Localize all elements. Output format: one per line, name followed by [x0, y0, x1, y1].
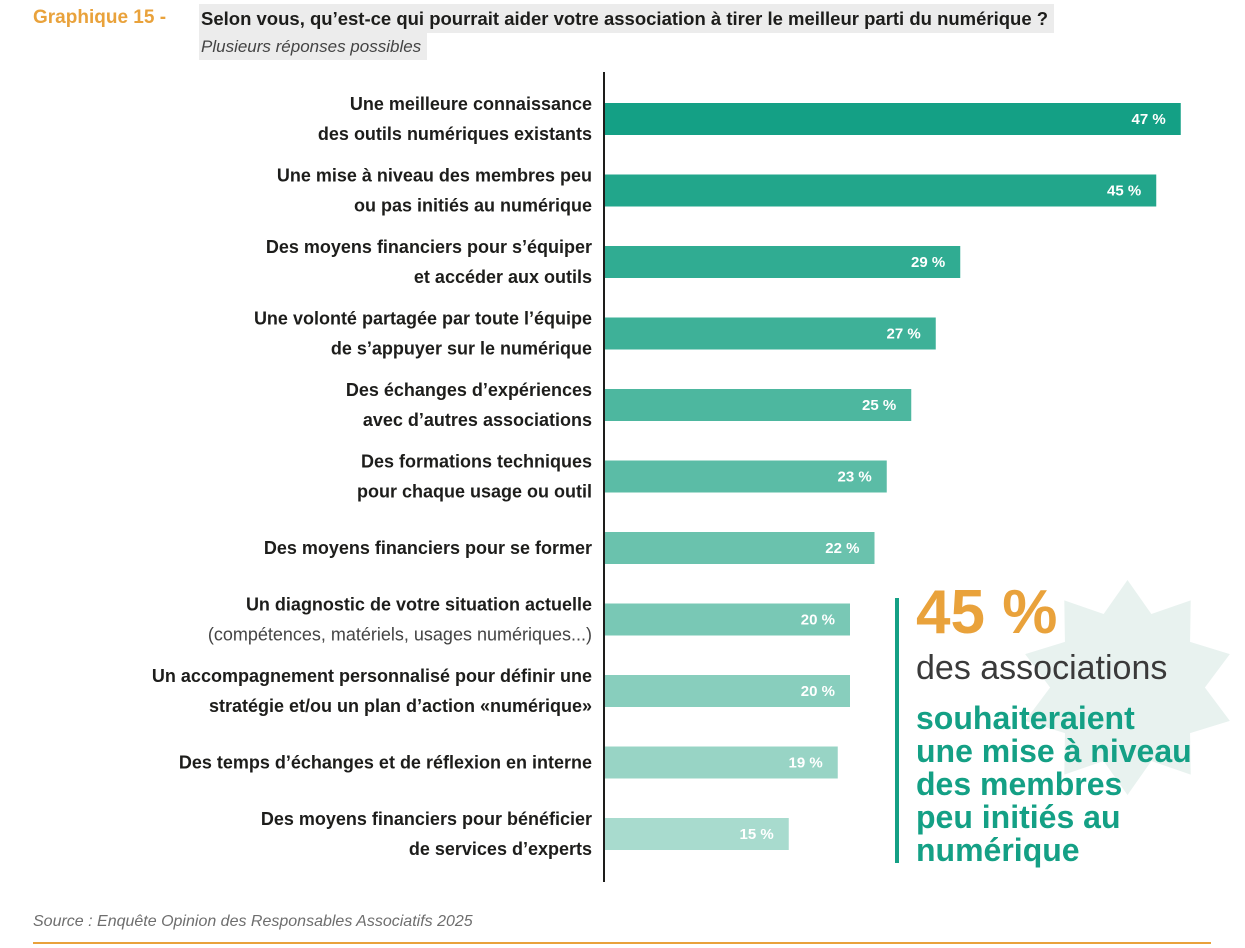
bar-6	[605, 460, 887, 493]
category-label: Des temps d’échanges et de réflexion en …	[179, 753, 592, 773]
category-label: Une volonté partagée par toute l’équipe	[254, 309, 592, 329]
category-label: Des moyens financiers pour s’équiper	[266, 237, 592, 257]
chart-subtitle: Plusieurs réponses possibles	[201, 36, 422, 56]
category-label: Une mise à niveau des membres peu	[277, 166, 592, 186]
callout-percent: 45 %	[916, 578, 1058, 647]
category-label: avec d’autres associations	[363, 410, 592, 430]
star-burst-icon	[1025, 580, 1230, 795]
callout-box: 45 % des associations souhaiteraient une…	[916, 580, 1236, 867]
category-label: ou pas initiés au numérique	[354, 196, 592, 216]
footer-divider	[33, 942, 1211, 944]
category-label: Une meilleure connaissance	[350, 94, 592, 114]
category-label: stratégie et/ou un plan d’action «numéri…	[209, 696, 592, 716]
bar-3	[605, 246, 961, 278]
category-label: Des échanges d’expériences	[346, 380, 592, 400]
bar-4	[605, 317, 936, 350]
bar-5	[605, 389, 912, 421]
bar-value-label: 22 %	[825, 540, 859, 557]
bar-7	[605, 532, 875, 564]
callout-body: souhaiteraient une mise à niveau des mem…	[916, 700, 1192, 868]
bar-value-label: 20 %	[801, 612, 835, 629]
bar-8	[605, 603, 850, 636]
category-label: des outils numériques existants	[318, 124, 592, 144]
category-label: (compétences, matériels, usages numériqu…	[208, 625, 592, 645]
bar-chart: 47 % Une meilleure connaissance des outils…	[152, 72, 1181, 882]
chart-title: Selon vous, qu’est-ce qui pourrait aider…	[201, 7, 1049, 29]
bar-value-label: 20 %	[801, 683, 835, 700]
bar-value-label: 15 %	[740, 826, 774, 843]
category-label: Un diagnostic de votre situation actuell…	[246, 595, 592, 615]
bar-value-label: 19 %	[789, 755, 823, 772]
category-label: Des moyens financiers pour se former	[264, 538, 592, 558]
bar-value-label: 27 %	[887, 326, 921, 343]
category-label: Des formations techniques	[361, 452, 592, 472]
chart-subtitle-box: Plusieurs réponses possibles	[199, 33, 428, 60]
bar-9	[605, 675, 850, 707]
graph-number: Graphique 15 -	[33, 4, 166, 32]
category-label: Un accompagnement personnalisé pour défi…	[152, 666, 592, 686]
category-label: de s’appuyer sur le numérique	[331, 339, 592, 359]
callout-accent-bar	[895, 598, 899, 863]
bar-value-label: 45 %	[1107, 183, 1141, 200]
category-label: et accéder aux outils	[414, 267, 592, 287]
category-label: Des moyens financiers pour bénéficier	[261, 809, 592, 829]
chart-title-box: Selon vous, qu’est-ce qui pourrait aider…	[199, 4, 1055, 33]
bar-2	[605, 174, 1157, 207]
bar-value-label: 23 %	[838, 469, 872, 486]
category-label: de services d’experts	[409, 839, 592, 859]
category-label: pour chaque usage ou outil	[357, 482, 592, 502]
bar-11	[605, 818, 789, 850]
source-note: Source : Enquête Opinion des Responsable…	[33, 913, 473, 930]
callout-subtitle: des associations	[916, 649, 1168, 687]
bar-value-label: 25 %	[862, 397, 896, 414]
bar-value-label: 47 %	[1132, 111, 1166, 128]
bar-10	[605, 746, 838, 779]
bar-value-label: 29 %	[911, 254, 945, 271]
graph-number-label: Graphique 15 -	[33, 7, 167, 28]
bar-1	[605, 103, 1181, 135]
